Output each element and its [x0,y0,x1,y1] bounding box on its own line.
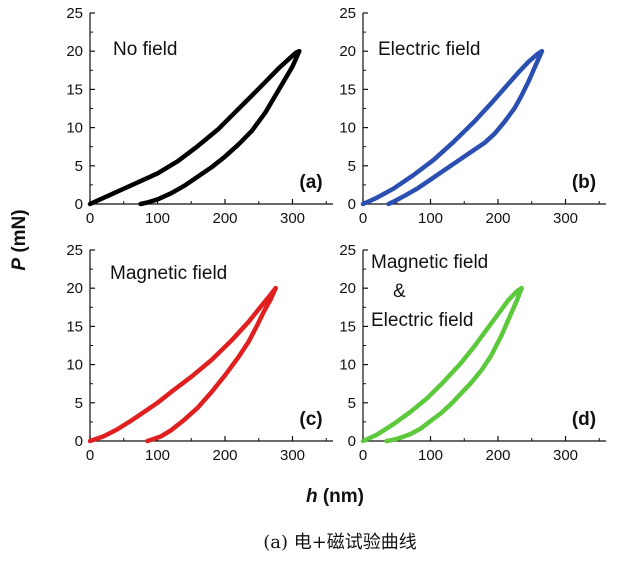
y-tick-label: 25 [66,242,83,259]
panel-annotation: No field [113,39,177,60]
y-tick-label: 20 [339,43,356,60]
x-axis-title: h (nm) [306,486,364,507]
x-tick-label: 0 [359,447,367,464]
panel-letter: (c) [299,409,322,430]
x-tick-label: 200 [485,447,510,464]
x-tick-label: 0 [359,210,367,227]
y-tick-label: 5 [348,158,356,175]
y-tick-label: 0 [348,433,356,450]
y-tick-label: 15 [66,81,83,98]
panel-annotation: Magnetic field [110,263,227,284]
panel-c: 0 5 10 15 20 25 0 100 200 300 Magnetic field (c) [66,242,333,464]
x-tick-label: 200 [212,447,237,464]
panel-annotation: Magnetic field [371,252,488,273]
x-tick-label: 0 [86,210,94,227]
y-axis-symbol: P [9,258,30,271]
x-tick-label: 200 [485,210,510,227]
loading-curve [87,285,278,444]
x-tick-label: 100 [145,210,170,227]
unloading-curve [145,285,278,444]
y-tick-label: 20 [66,43,83,60]
panel-b: 0 5 10 15 20 25 0 100 200 300 Electric field (b) [339,5,606,227]
x-tick-label: 100 [418,447,443,464]
y-tick-label: 5 [348,395,356,412]
y-tick-label: 0 [75,433,83,450]
loading-curve [360,48,545,207]
x-tick-label: 300 [280,447,305,464]
figure-caption: (a) 电+磁试验曲线 [263,532,417,553]
x-tick-label: 100 [145,447,170,464]
y-axis-unit: (mN) [9,209,30,258]
y-tick-label: 5 [75,395,83,412]
y-axis-title: P (mN) [9,209,30,270]
unloading-curve [138,48,302,207]
y-tick-label: 0 [75,196,83,213]
x-axis-unit: (nm) [318,486,364,507]
y-tick-label: 15 [66,318,83,335]
panel-letter: (b) [572,172,596,193]
y-tick-label: 20 [66,280,83,297]
y-tick-label: 10 [66,357,83,374]
x-tick-label: 100 [418,210,443,227]
y-tick-label: 15 [339,81,356,98]
y-tick-label: 15 [339,318,356,335]
x-axis-symbol: h [306,486,318,507]
y-tick-label: 20 [339,280,356,297]
panel-a: 0 5 10 15 20 25 0 100 200 300 No field (a) [66,5,333,227]
y-tick-label: 10 [339,357,356,374]
x-tick-label: 0 [86,447,94,464]
y-tick-label: 10 [339,120,356,137]
y-tick-label: 0 [348,196,356,213]
y-tick-label: 5 [75,158,83,175]
loading-curve [360,285,524,444]
x-tick-label: 300 [280,210,305,227]
panel-annotation: Electric field [378,39,480,60]
panel-annotation: & [393,281,406,302]
y-tick-label: 25 [339,242,356,259]
x-tick-label: 300 [553,210,578,227]
y-tick-label: 25 [66,5,83,22]
unloading-curve [384,285,524,444]
panel-letter: (a) [299,172,322,193]
y-tick-label: 10 [66,120,83,137]
y-tick-label: 25 [339,5,356,22]
x-tick-label: 300 [553,447,578,464]
panel-annotation: Electric field [371,310,473,331]
panel-letter: (d) [572,409,596,430]
panel-d: 0 5 10 15 20 25 0 100 200 300 Magnetic field & Elect… [339,242,606,464]
x-tick-label: 200 [212,210,237,227]
unloading-curve [386,48,545,207]
loading-curve [87,48,302,207]
